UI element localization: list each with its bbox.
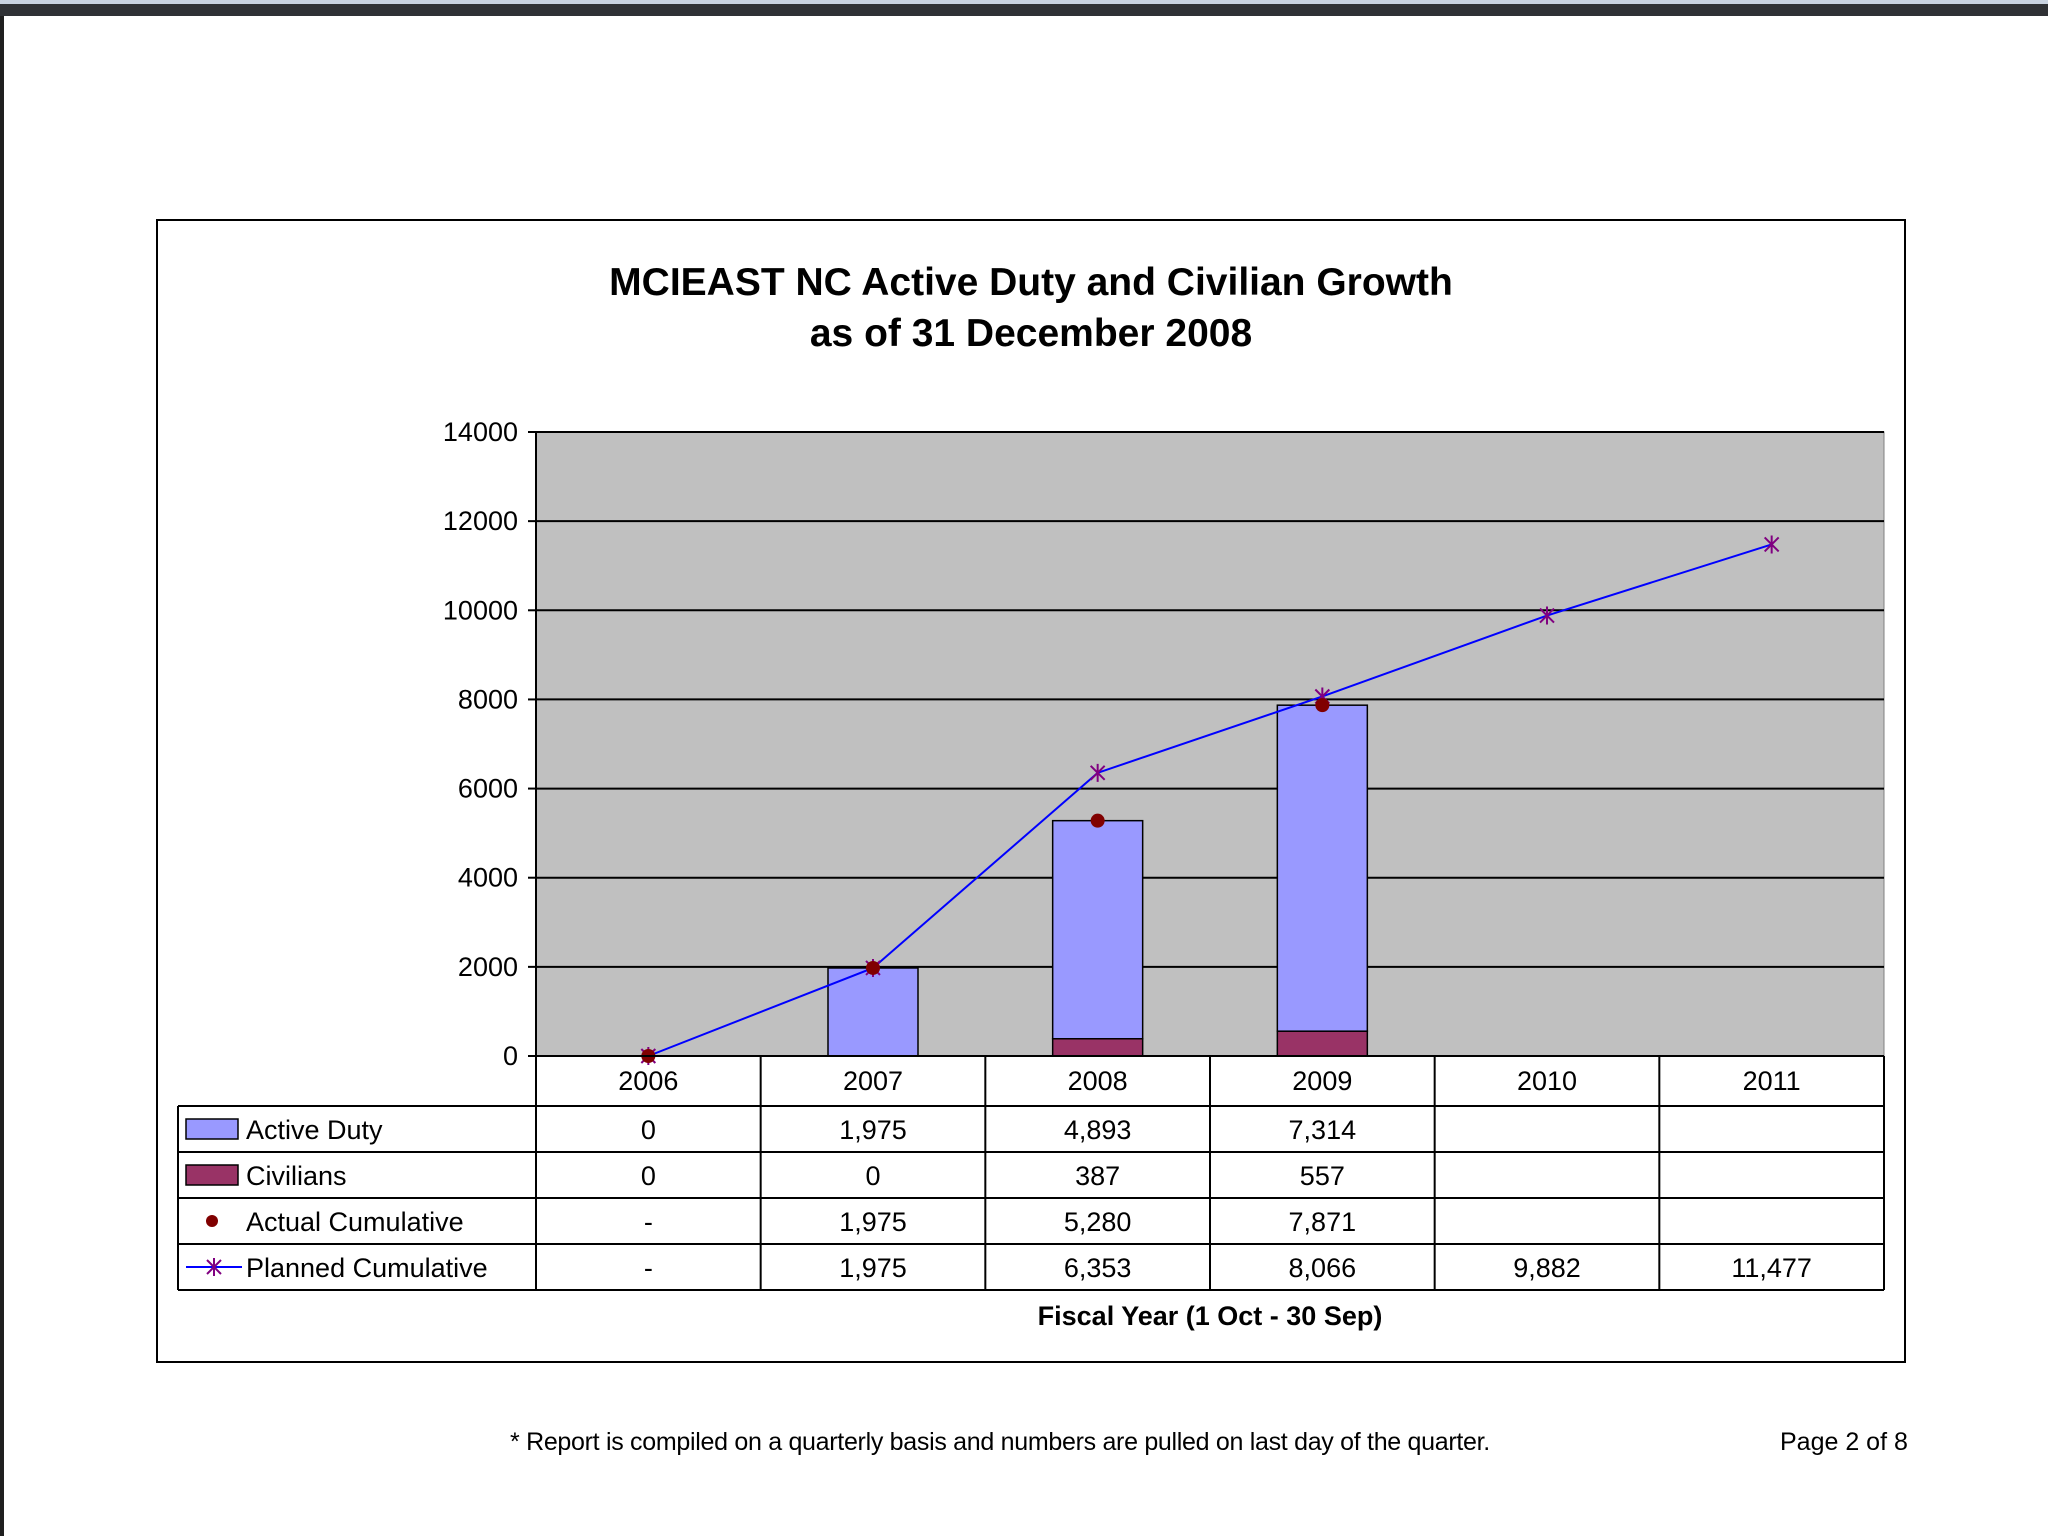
- table-cell: -: [644, 1207, 653, 1237]
- category-label: 2008: [1068, 1066, 1128, 1096]
- table-cell: 7,314: [1289, 1115, 1357, 1145]
- table-cell: 5,280: [1064, 1207, 1132, 1237]
- y-tick-label: 0: [503, 1041, 518, 1071]
- y-tick-label: 4000: [458, 863, 518, 893]
- plot-area: [535, 431, 1885, 1057]
- actual-cumulative-point: [1090, 813, 1105, 828]
- y-tick-label: 2000: [458, 952, 518, 982]
- planned-cumulative-line: [647, 543, 1772, 1057]
- table-cell: 6,353: [1064, 1253, 1132, 1283]
- table-cell: 0: [865, 1161, 880, 1191]
- legend-label: Civilians: [246, 1161, 347, 1191]
- table-cell: 1,975: [839, 1115, 907, 1145]
- viewer-toolbar: [0, 0, 2048, 17]
- category-label: 2006: [618, 1066, 678, 1096]
- legend-label: Planned Cumulative: [246, 1253, 488, 1283]
- legend-key-civilians: [185, 1164, 239, 1186]
- bar-active-duty: [1276, 704, 1369, 1032]
- y-tick-label: 10000: [443, 595, 518, 625]
- table-cell: 1,975: [839, 1207, 907, 1237]
- page-number: Page 2 of 8: [1780, 1428, 1908, 1456]
- legend-key-planned-marker: [206, 1258, 222, 1276]
- category-label: 2011: [1743, 1066, 1801, 1096]
- category-label: 2010: [1517, 1066, 1577, 1096]
- actual-cumulative-point: [1315, 698, 1330, 713]
- chart-title: MCIEAST NC Active Duty and Civilian Grow…: [158, 257, 1904, 359]
- legend-label: Actual Cumulative: [246, 1207, 464, 1237]
- chart-frame: MCIEAST NC Active Duty and Civilian Grow…: [156, 219, 1906, 1363]
- chart-svg: 0 2000 4000 6000 8000 10000 12000 14000 2006 2007…: [177, 417, 1885, 1331]
- table-cell: 11,477: [1731, 1253, 1812, 1283]
- footnote: * Report is compiled on a quarterly basi…: [510, 1428, 1490, 1456]
- y-tick-label: 12000: [443, 506, 518, 536]
- actual-cumulative-point: [866, 960, 880, 975]
- y-tick-label: 6000: [458, 774, 518, 804]
- y-tick-label: 14000: [443, 417, 518, 447]
- legend-key-actual-cumulative: [206, 1215, 218, 1227]
- category-label: 2007: [843, 1066, 903, 1096]
- bar-civilians: [1051, 1038, 1144, 1057]
- legend-key-active-duty: [185, 1118, 239, 1140]
- planned-cumulative-marker: [1539, 606, 1555, 625]
- category-label: 2009: [1292, 1066, 1352, 1096]
- bar-civilians: [1276, 1030, 1369, 1057]
- table-cell: 0: [641, 1115, 656, 1145]
- table-cell: 0: [641, 1161, 656, 1191]
- table-cell: 9,882: [1513, 1253, 1581, 1283]
- document-page: MCIEAST NC Active Duty and Civilian Grow…: [0, 16, 2048, 1536]
- x-axis-label: Fiscal Year (1 Oct - 30 Sep): [1038, 1301, 1383, 1331]
- bar-active-duty: [1051, 819, 1144, 1040]
- chart-title-line-1: MCIEAST NC Active Duty and Civilian Grow…: [609, 261, 1453, 304]
- chart-title-line-2: as of 31 December 2008: [809, 312, 1253, 355]
- table-cell: 4,893: [1064, 1115, 1132, 1145]
- planned-cumulative-marker: [1089, 763, 1106, 782]
- table-cell: 557: [1300, 1161, 1345, 1191]
- planned-cumulative-marker: [1763, 535, 1780, 554]
- table-cell: -: [644, 1253, 653, 1283]
- viewer-toolbar-strip: [0, 0, 2048, 4]
- table-cell: 7,871: [1289, 1207, 1357, 1237]
- table-cell: 387: [1075, 1161, 1120, 1191]
- table-cell: 1,975: [839, 1253, 907, 1283]
- y-tick-label: 8000: [458, 684, 518, 714]
- table-cell: 8,066: [1289, 1253, 1357, 1283]
- legend-label: Active Duty: [246, 1115, 383, 1145]
